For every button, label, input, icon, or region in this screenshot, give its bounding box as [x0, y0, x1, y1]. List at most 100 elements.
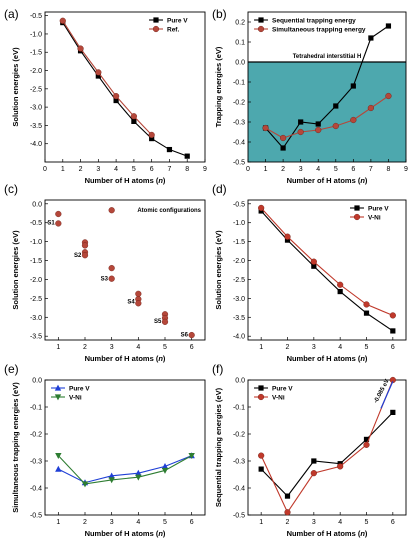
y-tick-label: -0.4 — [30, 486, 42, 493]
y-axis-label: Solution energies (eV) — [11, 47, 20, 127]
series-ref- — [59, 17, 155, 139]
y-tick-label: -0.5 — [233, 513, 245, 520]
y-tick-label: -0.2 — [30, 432, 42, 439]
legend-label: Pure V — [167, 17, 188, 24]
data-point — [55, 220, 62, 227]
data-point — [368, 35, 374, 41]
data-point — [108, 275, 115, 282]
y-axis-label: Sequential trapping energies (eV) — [214, 387, 223, 507]
legend-label: Ref. — [167, 26, 179, 33]
series-v-ni — [55, 453, 195, 488]
series-pure-v — [60, 20, 190, 159]
y-tick-label: -3.0 — [30, 105, 42, 112]
x-tick-label: 5 — [132, 166, 136, 173]
x-tick-label: 1 — [61, 166, 65, 173]
y-tick-label: -0.1 — [233, 405, 245, 412]
data-point — [188, 331, 195, 339]
x-axis-label: Number of H atoms (n) — [287, 354, 368, 363]
x-tick-label: 3 — [312, 344, 316, 351]
legend: Pure V V-Ni — [350, 205, 389, 221]
data-point — [280, 145, 286, 151]
data-point — [389, 312, 396, 319]
config-label: S6 — [181, 332, 189, 338]
shaded-region — [248, 62, 406, 162]
y-tick-label: -3.0 — [30, 315, 42, 322]
data-point — [81, 242, 89, 249]
x-tick-label: 4 — [338, 519, 342, 526]
legend-marker — [353, 213, 361, 221]
panel-c: (c) 1 2 3 4 5 6 0.0 -0.5 -1.0 -1.5 -2.0 -2.5 -3.0 -3.5… — [4, 182, 206, 363]
x-tick-label: 6 — [190, 519, 194, 526]
y-tick-label: -3.0 — [233, 296, 245, 303]
x-tick-label: 4 — [114, 166, 118, 173]
y-tick-label: -1.0 — [30, 31, 42, 38]
y-tick-label: 0.0 — [235, 60, 245, 67]
series-points — [55, 207, 195, 339]
data-point — [258, 204, 265, 212]
x-axis-label: Number of H atoms (n) — [287, 529, 368, 538]
data-point — [363, 301, 370, 308]
legend-marker — [153, 17, 159, 23]
legend: Pure V V-Ni — [254, 385, 293, 401]
y-tick-label: -0.2 — [233, 100, 245, 107]
panel-f: (f) 1 2 3 4 5 6 0.0 -0.1 -0.2 -0.3 -0.4 -0.5 Number o… — [212, 362, 407, 538]
data-point — [161, 463, 169, 469]
y-tick-label: -0.5 — [233, 201, 245, 208]
data-point — [188, 453, 195, 459]
y-tick-label: -1.0 — [30, 239, 42, 246]
x-tick-label: 5 — [163, 344, 167, 351]
y-tick-label: -0.4 — [233, 140, 245, 147]
data-point — [367, 104, 374, 112]
data-point — [262, 124, 269, 132]
y-tick-label: -2.5 — [30, 86, 42, 93]
data-point — [55, 465, 62, 472]
data-point — [333, 103, 339, 109]
legend-marker — [54, 394, 62, 401]
x-tick-label: 7 — [369, 166, 373, 173]
panel-label: (f) — [212, 362, 223, 376]
y-tick-label: -1.5 — [233, 239, 245, 246]
plot-frame — [44, 379, 206, 516]
panel-e: (e) 1 2 3 4 5 6 0.0 -0.1 -0.2 -0.3 -0.4 -0.5 Number o… — [4, 362, 206, 538]
x-tick-label: 1 — [264, 166, 268, 173]
series-line — [260, 210, 394, 332]
y-tick-label: -0.1 — [233, 80, 245, 87]
legend-label: V-Ni — [69, 394, 82, 401]
x-tick-label: 5 — [365, 344, 369, 351]
x-tick-label: 2 — [83, 344, 87, 351]
data-point — [166, 146, 173, 153]
x-tick-label: 1 — [259, 519, 263, 526]
series-simultaneous-trapping-energy — [262, 92, 392, 142]
data-point — [135, 469, 142, 476]
legend-marker — [54, 384, 62, 391]
x-tick-label: 4 — [136, 344, 140, 351]
x-tick-label: 1 — [259, 344, 263, 351]
data-point — [363, 436, 370, 442]
plot-frame — [247, 11, 407, 163]
data-point — [108, 207, 115, 214]
y-tick-label: -3.5 — [30, 334, 42, 341]
y-tick-label: 0.1 — [235, 40, 245, 47]
y-tick-label: -0.5 — [30, 513, 42, 520]
panel-label: (a) — [4, 7, 19, 21]
x-tick-label: 6 — [351, 166, 355, 173]
data-point — [113, 93, 120, 100]
x-tick-label: 2 — [286, 519, 290, 526]
y-tick-label: 0.0 — [32, 201, 42, 208]
data-point — [55, 453, 62, 459]
data-point — [81, 252, 89, 259]
data-point — [135, 290, 142, 297]
data-point — [284, 493, 291, 499]
y-axis-label: Solution energies (eV) — [214, 230, 223, 310]
x-tick-label: 8 — [185, 166, 189, 173]
x-tick-label: 3 — [299, 166, 303, 173]
data-point — [113, 97, 119, 104]
data-point — [284, 509, 291, 516]
data-point — [363, 441, 370, 448]
data-point — [284, 233, 291, 240]
y-tick-label: 0.0 — [32, 378, 42, 385]
annotation-label: Atomic configurations — [137, 208, 201, 214]
config-label: S3 — [101, 277, 109, 283]
x-tick-label: 9 — [203, 166, 207, 173]
legend: Pure V V-Ni — [51, 384, 90, 401]
